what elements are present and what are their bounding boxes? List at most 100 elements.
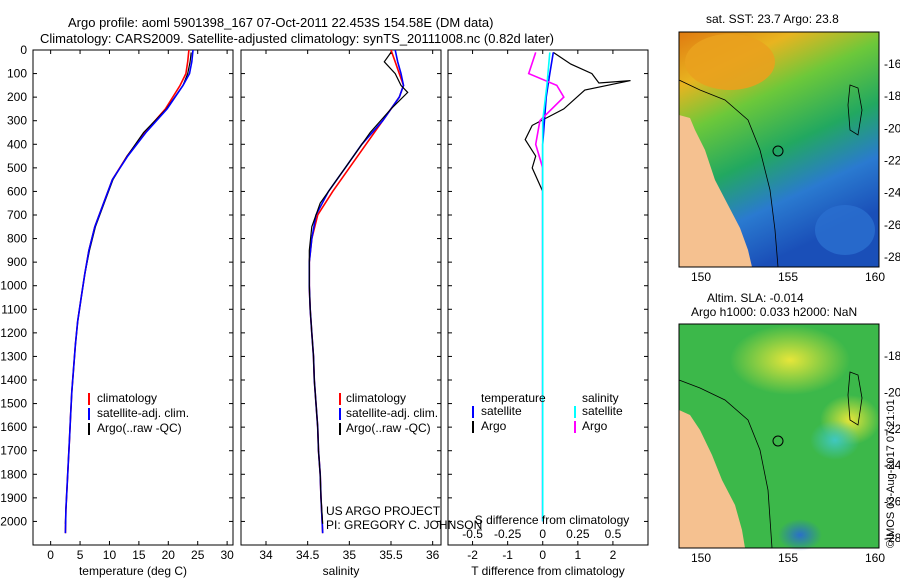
temperature-argo-line (64, 52, 192, 524)
legend-satellite-label: satellite-adj. clim. (346, 406, 438, 420)
legend-s-argo-label: Argo (582, 419, 608, 433)
sst-float-marker (772, 145, 784, 157)
temperature-satellite-line (64, 50, 194, 534)
sst-reef-outline (847, 84, 863, 136)
figure-title-line1: Argo profile: aoml 5901398_167 07-Oct-20… (68, 15, 493, 30)
sst-land (679, 115, 752, 267)
legend-climatology-label: climatology (346, 391, 406, 405)
project-annotation: US ARGO PROJECT (326, 504, 441, 518)
temperature-axis-tick-label: 5 (77, 548, 84, 562)
legend-temperature-header: temperature (481, 391, 546, 405)
temperature-axis-tick-label: 25 (191, 548, 205, 562)
sla-lat-label: -28 (884, 531, 900, 545)
sla-lat-label: -22 (884, 422, 900, 436)
difference-legend: temperature salinity satellite Argo sate… (472, 391, 623, 433)
depth-tick-label: 800 (7, 232, 27, 246)
depth-tick-label: 600 (7, 184, 27, 198)
temperature-axis-tick-label: 15 (132, 548, 146, 562)
depth-tick-label: 1600 (0, 420, 27, 434)
sla-lat-label: -18 (884, 349, 900, 363)
temperature-axis-label: temperature (deg C) (79, 564, 187, 578)
salinity-axis-tick-label: 35.5 (379, 548, 403, 562)
sst-warm-patch (685, 34, 775, 90)
s-difference-tick-label: 0.25 (566, 527, 590, 541)
sla-float-marker (772, 435, 784, 447)
legend-s-satellite-label: satellite (582, 404, 623, 418)
sla-lat-label: -20 (884, 385, 900, 399)
imos-stamp: ©IMOS 03-Aug-2017 07:21:01 (885, 399, 897, 548)
sst-lat-label: -18 (884, 89, 900, 103)
depth-tick-label: 1100 (1, 302, 27, 316)
depth-tick-label: 100 (7, 67, 27, 81)
sst-lat-label: -22 (884, 154, 900, 168)
sla-high-patch (730, 325, 850, 395)
temperature-climatology-line (64, 50, 190, 534)
depth-tick-label: 0 (20, 43, 27, 57)
depth-tick-label: 1900 (0, 491, 27, 505)
s-difference-tick-label: 0 (539, 527, 546, 541)
difference-s-argo-line (527, 52, 565, 522)
depth-tick-label: 200 (7, 90, 27, 104)
depth-tick-label: 2000 (0, 514, 27, 528)
sst-map: 150 155 160 -16 -18 -20 -22 -24 -26 -28 (678, 31, 900, 284)
legend-satellite-label: satellite-adj. clim. (97, 406, 189, 420)
sla-map-title-line2: Argo h1000: 0.033 h2000: NaN (691, 305, 857, 319)
sst-lat-label: -16 (884, 57, 900, 71)
sst-map-title: sat. SST: 23.7 Argo: 23.8 (706, 12, 839, 26)
t-difference-axis-tick-label: 2 (610, 548, 617, 562)
depth-tick-label: 1000 (0, 279, 27, 293)
sla-lat-label: -26 (884, 495, 900, 509)
sst-lon-label: 150 (691, 270, 711, 284)
sst-axis: 150 155 160 -16 -18 -20 -22 -24 -26 -28 (691, 57, 900, 284)
temperature-axis-tick-label: 10 (103, 548, 117, 562)
t-difference-axis-tick-label: 1 (574, 548, 581, 562)
s-difference-tick-label: 0.5 (605, 527, 622, 541)
t-difference-axis-tick-label: 0 (539, 548, 546, 562)
s-difference-tick-label: -0.25 (494, 527, 522, 541)
difference-t-satellite-line (541, 52, 555, 522)
difference-t-argo-line (524, 51, 631, 522)
salinity-chart: 34 34.5 35 35.5 36 (259, 50, 440, 562)
salinity-axis-label: salinity (323, 564, 360, 578)
sla-isobath (678, 379, 773, 549)
t-difference-axis-tick-label: -2 (467, 548, 478, 562)
legend-salinity-header: salinity (582, 391, 619, 405)
sla-lat-label: -24 (884, 458, 900, 472)
sst-lon-label: 155 (778, 270, 798, 284)
sst-isobath (678, 79, 779, 268)
sst-map-frame (678, 31, 880, 268)
depth-tick-label: 1700 (0, 444, 27, 458)
difference-s-satellite-line (541, 52, 551, 522)
sla-lon-label: 155 (778, 551, 798, 565)
salinity-axis-tick-label: 36 (426, 548, 440, 562)
s-difference-tick-label: -0.5 (462, 527, 483, 541)
sst-cool-patch (815, 205, 875, 255)
t-difference-axis-tick-label: -1 (502, 548, 513, 562)
temperature-axis-tick-label: 30 (220, 548, 234, 562)
sla-map: 150 155 160 -18 -20 -22 -24 -26 -28 (678, 323, 900, 565)
sla-low-patch (778, 519, 822, 551)
sst-lat-label: -24 (884, 186, 900, 200)
salinity-climatology-line (308, 50, 405, 534)
legend-climatology-label: climatology (97, 391, 157, 405)
depth-tick-label: 1800 (0, 467, 27, 481)
temperature-plot-frame (32, 49, 234, 546)
salinity-axis-tick-label: 34.5 (296, 548, 320, 562)
salinity-legend: climatology satellite-adj. clim. Argo(..… (326, 391, 482, 532)
depth-tick-label: 1400 (0, 373, 27, 387)
figure-title-line2: Climatology: CARS2009. Satellite-adjuste… (40, 31, 554, 46)
salinity-axis-tick-label: 34 (259, 548, 273, 562)
sst-lat-label: -26 (884, 218, 900, 232)
temperature-axis-tick-label: 0 (47, 548, 54, 562)
sla-map-frame (678, 323, 880, 549)
sst-lat-label: -20 (884, 121, 900, 135)
sst-lon-label: 160 (865, 270, 885, 284)
depth-tick-label: 500 (7, 161, 27, 175)
temperature-chart: 0 5 10 15 20 25 30 (47, 50, 234, 562)
difference-chart: -2 -1 0 1 2 -0.5 -0.25 0 0.25 0.5 (462, 50, 631, 562)
depth-axis: 0 100 200 300 400 500 600 700 800 900 1000 1100 1200… (0, 43, 648, 528)
salinity-satellite-line (308, 50, 405, 534)
sla-axis: 150 155 160 -18 -20 -22 -24 -26 -28 (691, 349, 900, 565)
sla-reef-outline (847, 371, 863, 426)
